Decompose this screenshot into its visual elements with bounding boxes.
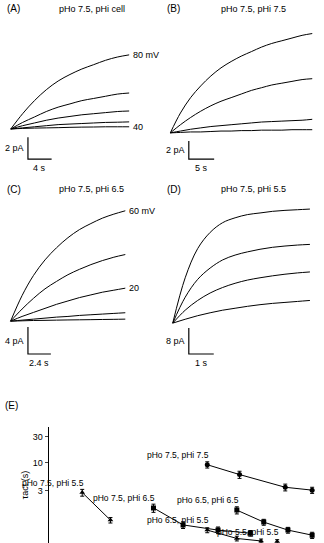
svg-text:(C): (C) [7,184,21,195]
svg-text:pHo 7.5, pHi cell: pHo 7.5, pHi cell [59,4,125,14]
svg-text:pHo 7.5, pHi 6.5: pHo 7.5, pHi 6.5 [93,493,155,503]
svg-text:pHo 7.5, pHi 5.5: pHo 7.5, pHi 5.5 [221,184,286,194]
svg-text:40: 40 [133,122,143,132]
svg-text:pHo 7.5, pHi 6.5: pHo 7.5, pHi 6.5 [59,184,124,194]
svg-text:(E): (E) [5,400,18,411]
svg-text:8 pA: 8 pA [166,336,185,346]
svg-text:(B): (B) [167,3,180,14]
svg-text:pHo 7.5, pHi 5.5: pHo 7.5, pHi 5.5 [22,478,84,488]
svg-text:(A): (A) [7,3,20,14]
svg-text:10: 10 [33,458,43,468]
svg-text:3: 3 [38,486,43,496]
svg-text:5 s: 5 s [195,163,208,173]
svg-text:pHo 6.5, pHi 5.5: pHo 6.5, pHi 5.5 [147,515,209,525]
svg-text:4 s: 4 s [33,163,46,173]
svg-text:4 pA: 4 pA [5,336,24,346]
svg-text:2 pA: 2 pA [5,143,24,153]
svg-text:30: 30 [33,432,43,442]
svg-text:(D): (D) [167,184,181,195]
svg-text:80 mV: 80 mV [133,50,159,60]
svg-text:pHo 7.5, pHi 7.5: pHo 7.5, pHi 7.5 [147,450,209,460]
svg-text:2 pA: 2 pA [166,145,185,155]
svg-text:2.4 s: 2.4 s [29,358,49,368]
svg-text:τact (s): τact (s) [20,471,30,500]
svg-text:1 s: 1 s [195,358,208,368]
svg-text:60 mV: 60 mV [129,206,155,216]
svg-text:pHo 7.5, pHi 7.5: pHo 7.5, pHi 7.5 [221,4,286,14]
svg-text:pHo 5.5, pHi 5.5: pHo 5.5, pHi 5.5 [217,527,279,537]
svg-text:pHo 6.5, pHi 6.5: pHo 6.5, pHi 6.5 [177,495,239,505]
svg-text:20: 20 [129,283,139,293]
